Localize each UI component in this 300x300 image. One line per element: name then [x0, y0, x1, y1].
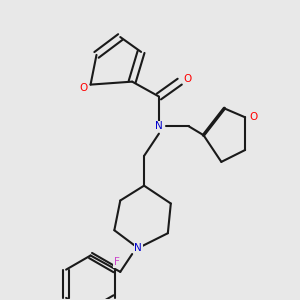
Text: N: N — [134, 243, 142, 253]
Text: F: F — [114, 257, 119, 267]
Text: O: O — [249, 112, 258, 122]
Text: N: N — [155, 121, 163, 131]
Text: O: O — [183, 74, 191, 84]
Text: O: O — [79, 82, 87, 93]
